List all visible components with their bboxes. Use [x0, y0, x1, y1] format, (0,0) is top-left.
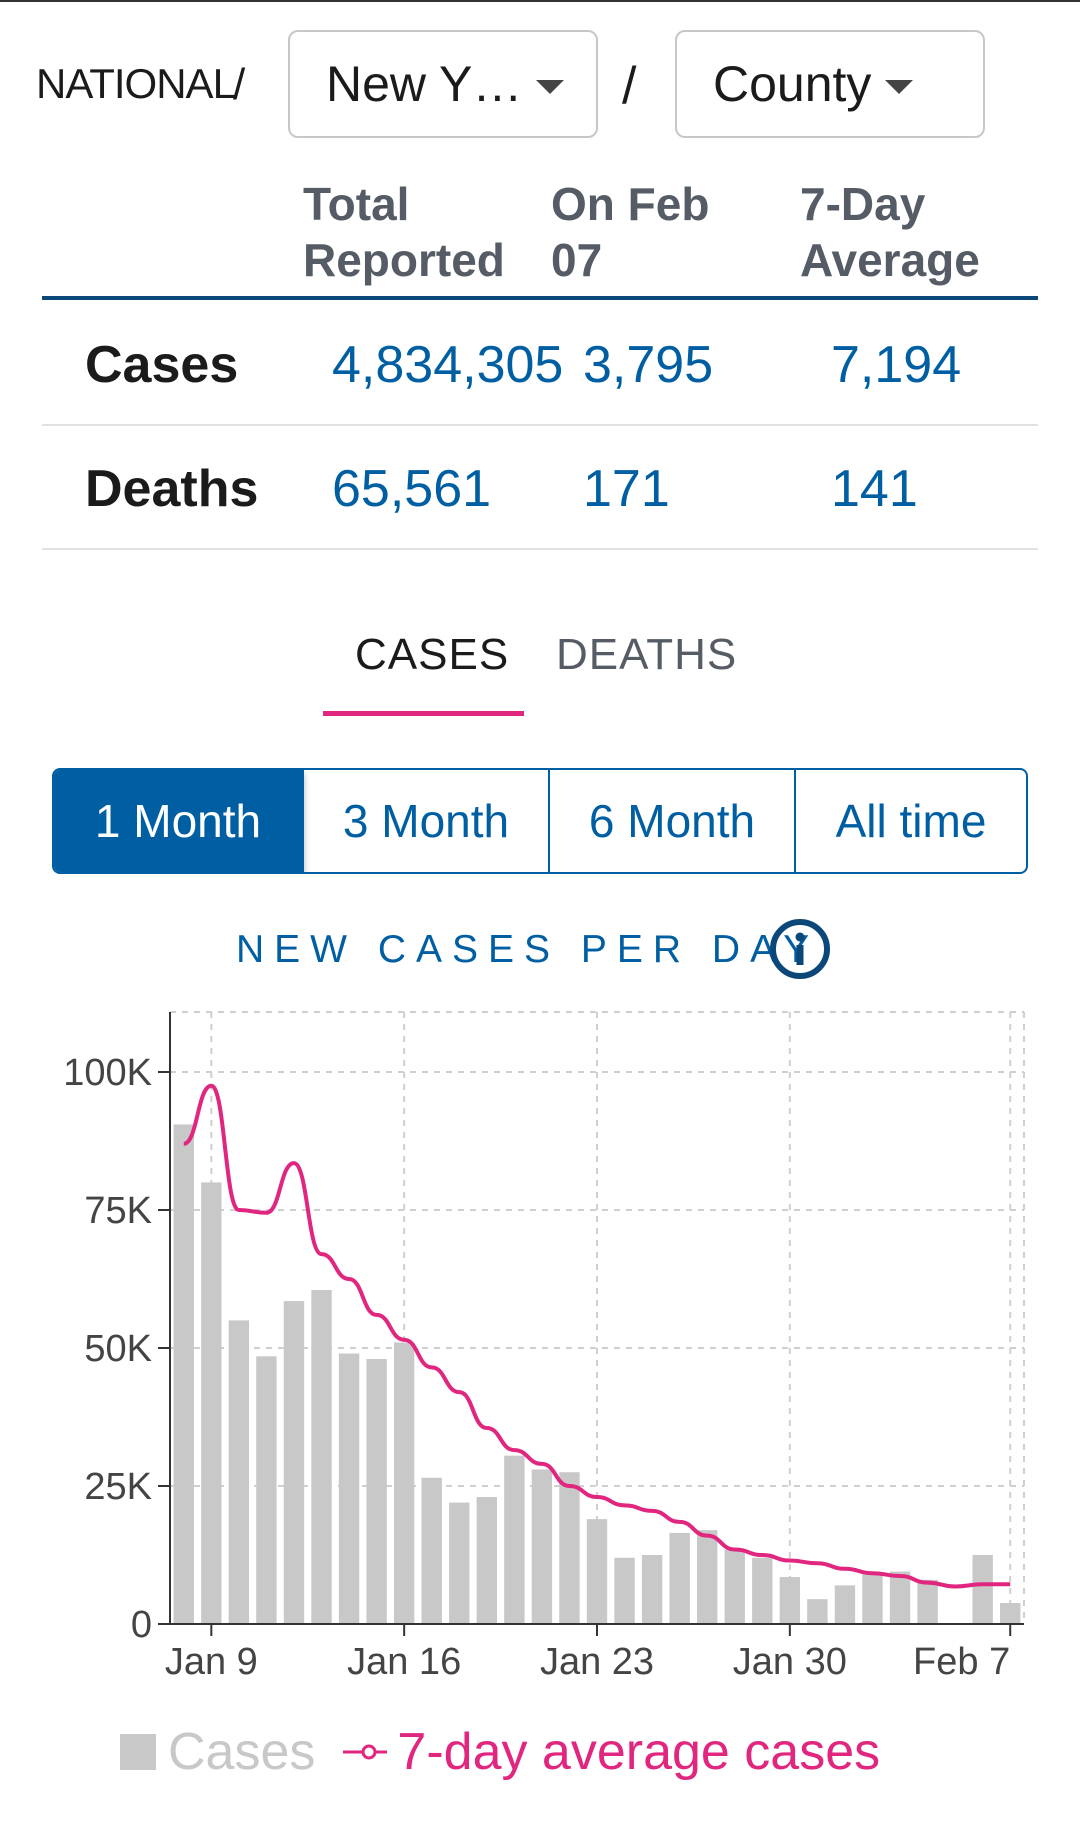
bar-feb-4	[917, 1579, 938, 1624]
bar-feb-2	[862, 1574, 883, 1624]
range-1-month-button[interactable]: 1 Month	[54, 770, 304, 872]
chart-legend: Cases 7-day average cases	[120, 1722, 880, 1782]
chevron-down-icon	[536, 80, 565, 94]
y-tick-label: 0	[131, 1604, 152, 1646]
bar-jan-9	[201, 1182, 222, 1624]
bar-jan-10	[228, 1320, 250, 1624]
legend-line-marker-icon	[343, 1744, 388, 1760]
national-link[interactable]: NATIONAL	[36, 60, 236, 107]
bar-jan-20	[504, 1455, 525, 1624]
breadcrumb-separator: /	[622, 57, 637, 115]
bar-jan-21	[531, 1469, 553, 1624]
time-range-selector: 1 Month 3 Month 6 Month All time	[52, 768, 1028, 874]
cases-7-day-average: 7,194	[831, 336, 962, 394]
active-tab-indicator	[323, 711, 524, 716]
breadcrumb-separator: /	[233, 60, 246, 109]
chevron-down-icon	[885, 80, 914, 94]
tab-deaths[interactable]: DEATHS	[556, 630, 738, 679]
bar-jan-24	[614, 1557, 635, 1624]
row-label-cases: Cases	[85, 336, 239, 394]
tab-cases[interactable]: CASES	[355, 630, 510, 679]
bar-jan-19	[476, 1497, 497, 1624]
y-tick-label: 100K	[63, 1052, 152, 1094]
bar-jan-12	[283, 1301, 305, 1624]
row-divider	[42, 424, 1038, 426]
y-tick-label: 75K	[84, 1190, 152, 1232]
x-tick-label: Jan 16	[347, 1641, 461, 1680]
header-on-date: On Feb 07	[551, 178, 710, 286]
bar-jan-13	[311, 1290, 332, 1624]
county-dropdown-value: County	[713, 56, 872, 112]
row-divider	[42, 548, 1038, 550]
bar-jan-17	[421, 1477, 442, 1624]
bar-jan-25	[641, 1555, 663, 1624]
legend-cases-swatch	[120, 1734, 156, 1770]
bar-jan-23	[586, 1519, 608, 1624]
deaths-on-date: 171	[583, 460, 670, 518]
row-label-deaths: Deaths	[85, 460, 259, 518]
bar-jan-18	[449, 1502, 470, 1624]
x-tick-label: Jan 23	[540, 1641, 654, 1680]
deaths-7-day-average: 141	[831, 460, 918, 518]
county-dropdown[interactable]: County	[675, 30, 985, 138]
bar-jan-15	[366, 1359, 387, 1624]
range-all-time-button[interactable]: All time	[835, 795, 987, 847]
range-3-month-button[interactable]: 3 Month	[304, 770, 550, 872]
y-tick-label: 25K	[84, 1466, 152, 1508]
bar-feb-7	[1000, 1603, 1021, 1624]
top-border	[0, 0, 1080, 2]
bar-jan-31	[807, 1599, 828, 1624]
cases-total: 4,834,305	[332, 336, 564, 394]
state-dropdown-value: New Y…	[326, 56, 523, 112]
cases-chart: 0 25K 50K 75K 100K Jan 9 Jan 16 Jan 23 Jan 30 Feb…	[63, 1011, 1025, 1680]
bar-jan-30	[779, 1577, 801, 1624]
bar-jan-28	[724, 1549, 745, 1624]
bar-jan-8	[173, 1124, 194, 1624]
bar-jan-26	[669, 1532, 690, 1624]
bar-feb-6	[972, 1555, 993, 1624]
bar-feb-3	[889, 1571, 911, 1624]
y-tick-label: 50K	[84, 1328, 152, 1370]
table-header-rule	[42, 296, 1038, 300]
chart-title: NEW CASES PER DAY	[236, 928, 820, 971]
bar-jan-16	[393, 1342, 415, 1624]
bar-jan-14	[338, 1353, 360, 1624]
bar-jan-27	[697, 1530, 718, 1624]
info-icon[interactable]	[768, 917, 832, 981]
header-total-reported: Total Reported	[303, 178, 505, 286]
bar-feb-1	[834, 1585, 856, 1624]
bar-jan-29	[752, 1557, 773, 1624]
x-tick-label: Jan 30	[733, 1641, 847, 1680]
legend-avg-label[interactable]: 7-day average cases	[397, 1723, 881, 1781]
state-dropdown[interactable]: New Y…	[288, 30, 598, 138]
bar-jan-11	[256, 1356, 277, 1624]
cases-on-date: 3,795	[583, 336, 714, 394]
bar-jan-22	[559, 1472, 580, 1624]
deaths-total: 65,561	[332, 460, 492, 518]
x-tick-label: Jan 9	[165, 1641, 258, 1680]
range-6-month-button[interactable]: 6 Month	[550, 770, 796, 872]
seven-day-average-line	[183, 1083, 1011, 1589]
legend-cases-label[interactable]: Cases	[168, 1723, 316, 1781]
x-tick-label: Feb 7	[913, 1641, 1010, 1680]
header-7-day-average: 7-Day Average	[800, 178, 980, 286]
